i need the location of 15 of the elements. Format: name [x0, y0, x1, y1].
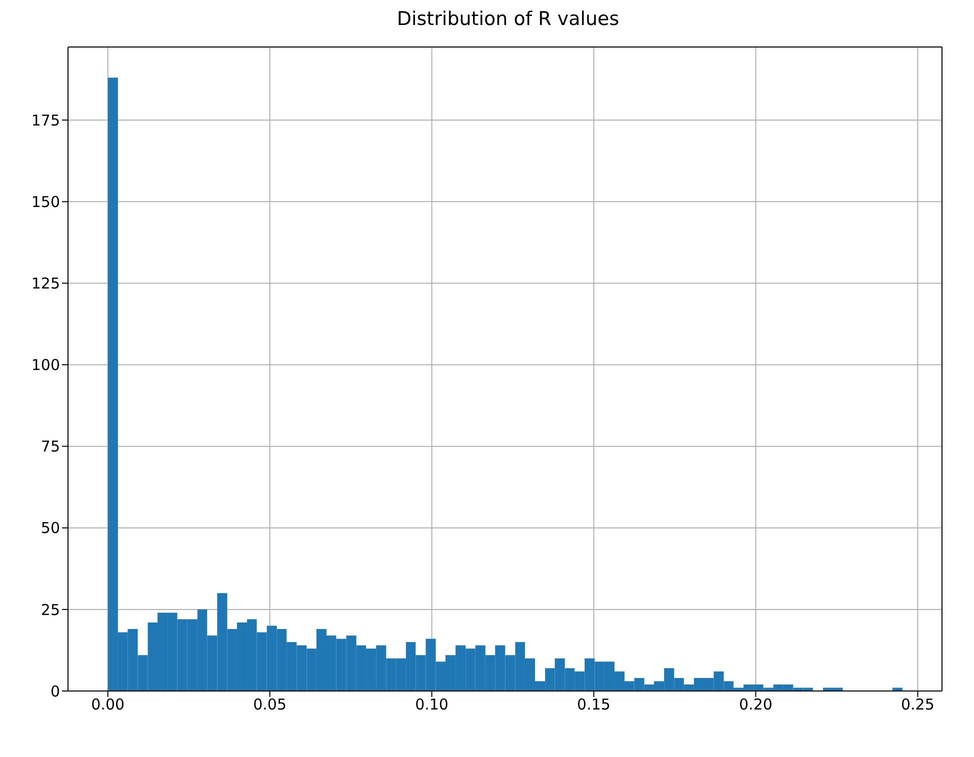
x-tick-label: 0.15 — [577, 696, 610, 714]
x-tick-label: 0.05 — [253, 696, 287, 714]
x-tick-label: 0.25 — [901, 696, 934, 714]
y-tick-label: 125 — [31, 274, 60, 293]
y-tick-label: 25 — [40, 600, 60, 619]
x-tick-label: 0.00 — [91, 696, 125, 714]
x-tick-label: 0.20 — [739, 696, 772, 714]
y-tick-label: 75 — [40, 438, 60, 456]
y-tick-label: 175 — [31, 111, 60, 130]
y-tick-label: 0 — [50, 682, 60, 700]
x-tick-label: 0.10 — [415, 696, 448, 714]
y-tick-label: 100 — [31, 356, 60, 374]
y-tick-label: 50 — [40, 519, 60, 538]
y-tick-label: 150 — [31, 192, 60, 211]
chart-title: Distribution of R values — [396, 8, 620, 30]
